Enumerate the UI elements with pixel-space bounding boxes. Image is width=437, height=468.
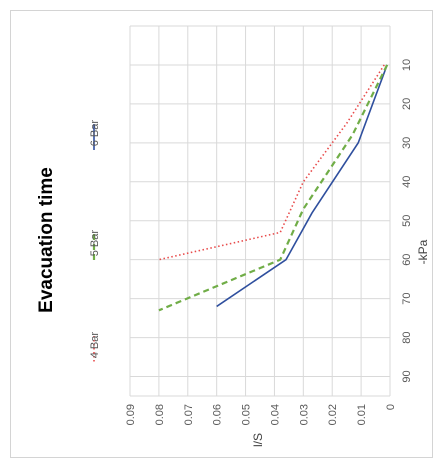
legend-label: 5 Bar — [89, 230, 101, 257]
series-lines — [158, 64, 389, 312]
y-tick-label: 0.09 — [125, 404, 137, 425]
x-tick-label: 80 — [401, 331, 413, 343]
series-line-4-bar — [158, 64, 385, 261]
x-tick-labels: 10 20 30 40 50 60 70 80 90 — [401, 59, 413, 383]
series-line-5-bar — [158, 64, 389, 312]
y-tick-label: 0.02 — [327, 404, 339, 425]
x-tick-label: 60 — [401, 254, 413, 266]
y-tick-label: 0.05 — [241, 404, 253, 425]
x-tick-label: 40 — [401, 176, 413, 188]
x-tick-label: 10 — [401, 59, 413, 71]
y-tick-label: 0.03 — [298, 404, 310, 425]
y-tick-labels: 0 0.01 0.02 0.03 0.04 0.05 0.06 0.07 0.08 0.09 — [125, 404, 397, 425]
y-tick-label: 0.04 — [269, 404, 281, 425]
x-tick-label: 50 — [401, 215, 413, 227]
x-tick-label: 30 — [401, 137, 413, 149]
y-tick-label: 0.08 — [154, 404, 166, 425]
x-tick-label: 20 — [401, 98, 413, 110]
y-tick-label: 0 — [385, 404, 397, 410]
y-tick-label: 0.01 — [356, 404, 368, 425]
legend-label: 6 Bar — [89, 120, 101, 147]
x-tick-label: 90 — [401, 370, 413, 382]
y-tick-label: 0.06 — [212, 404, 224, 425]
chart-frame — [10, 10, 433, 458]
y-tick-label: 0.07 — [183, 404, 195, 425]
x-tick-label: 70 — [401, 293, 413, 305]
legend: 6 Bar 5 Bar 4 Bar — [89, 120, 101, 362]
series-line-6-bar — [216, 64, 388, 308]
grid-lines — [129, 25, 391, 397]
chart-title: Evacuation time — [36, 167, 57, 313]
legend-label: 4 Bar — [89, 332, 101, 359]
y-axis-label: l/S — [251, 433, 265, 447]
x-axis-label: -kPa — [416, 239, 430, 264]
